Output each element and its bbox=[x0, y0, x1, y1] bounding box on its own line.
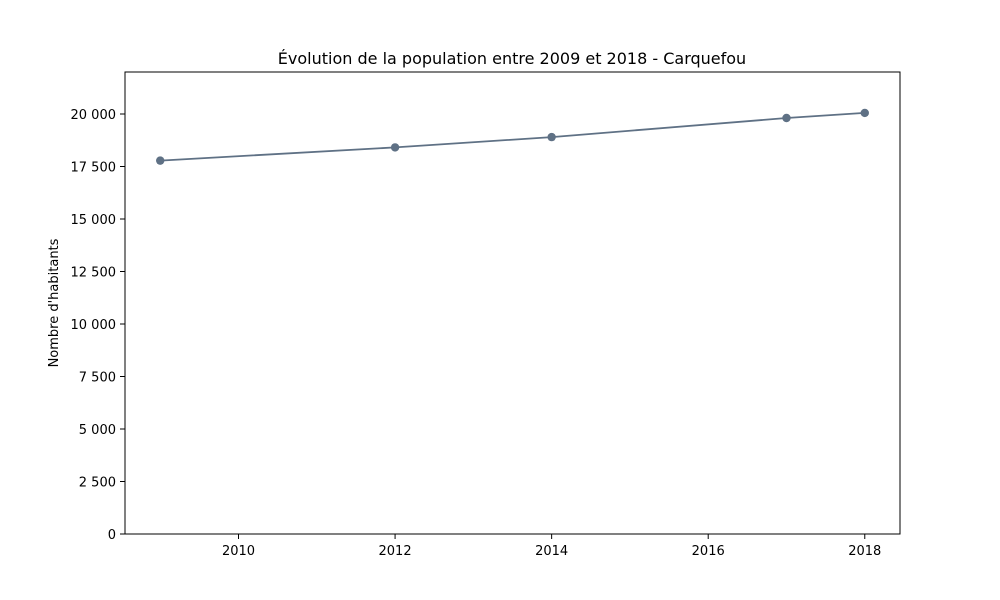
y-tick-label: 5 000 bbox=[79, 423, 116, 438]
x-tick-label: 2010 bbox=[222, 544, 255, 559]
data-point bbox=[390, 143, 400, 152]
y-tick-label: 2 500 bbox=[79, 476, 116, 491]
y-axis-label: Nombre d'habitants bbox=[47, 238, 62, 367]
chart-title: Évolution de la population entre 2009 et… bbox=[278, 49, 746, 68]
y-tick-label: 10 000 bbox=[71, 318, 117, 333]
data-point bbox=[156, 156, 165, 165]
y-tick-label: 0 bbox=[108, 528, 116, 543]
data-point bbox=[547, 132, 556, 142]
plot-frame bbox=[124, 71, 901, 535]
y-tick-label: 15 000 bbox=[71, 213, 117, 228]
y-tick-label: 7 500 bbox=[79, 371, 116, 386]
y-tick-label: 20 000 bbox=[71, 108, 117, 123]
y-tick-label: 12 500 bbox=[71, 266, 117, 281]
y-tick-label: 17 500 bbox=[71, 161, 117, 176]
x-tick-label: 2014 bbox=[535, 544, 568, 559]
series-line bbox=[160, 112, 865, 162]
x-tick-label: 2012 bbox=[379, 544, 412, 559]
x-axis: 2010 2012 2014 2016 2018 bbox=[222, 534, 881, 559]
data-point bbox=[860, 108, 869, 118]
plot-series bbox=[156, 108, 869, 165]
data-point bbox=[782, 113, 791, 123]
y-axis: 0 2 500 5 000 7 500 10 000 12 500 15 000 17 500… bbox=[71, 108, 125, 543]
x-tick-label: 2016 bbox=[692, 544, 725, 559]
x-tick-label: 2018 bbox=[848, 544, 881, 559]
